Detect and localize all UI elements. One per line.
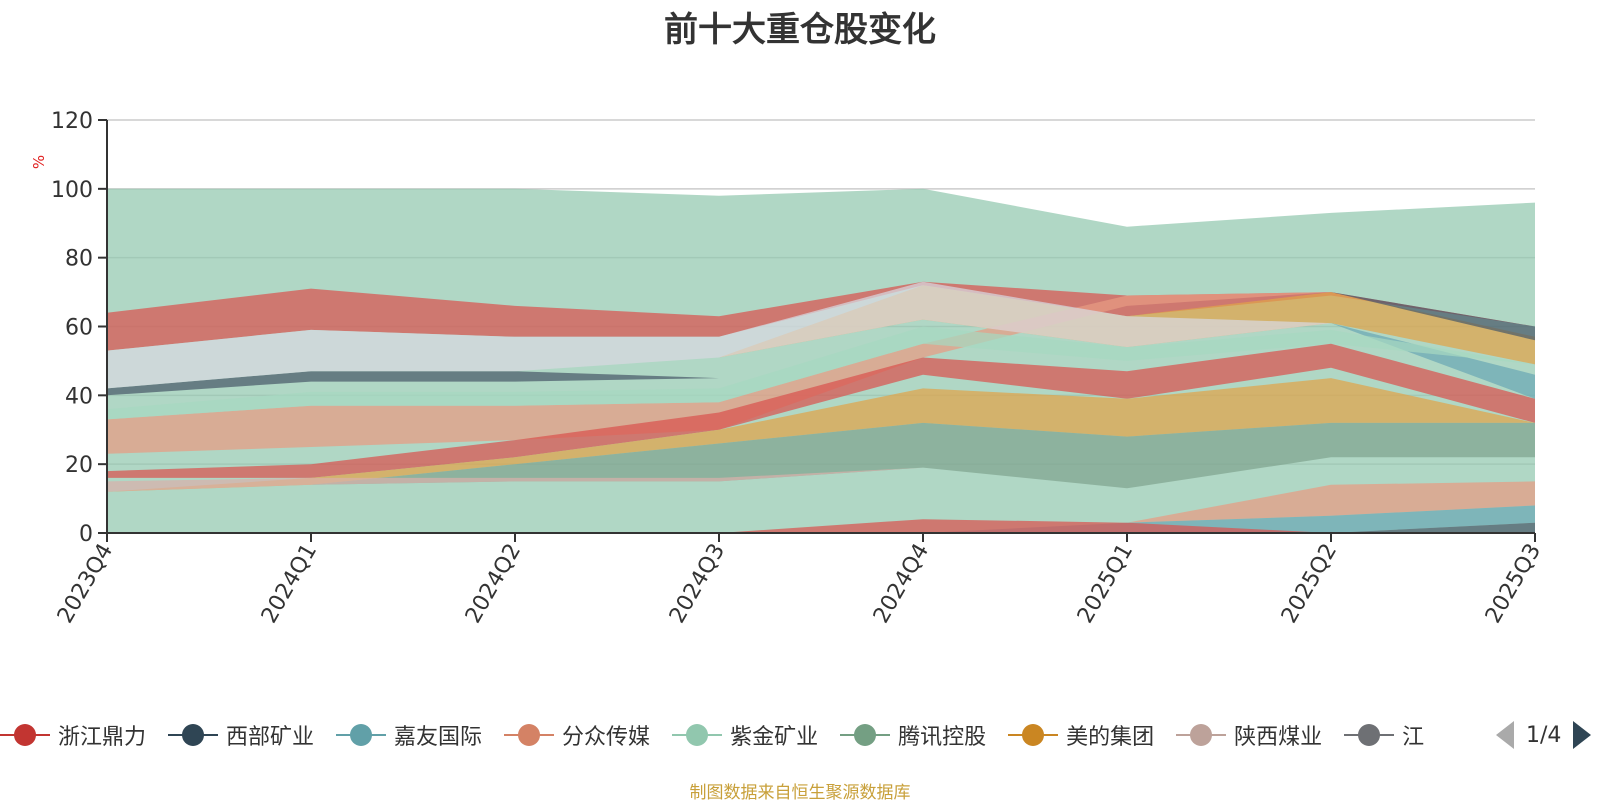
x-tick-label: 2024Q1 [257,540,322,628]
legend-pager: 1/4 [1496,720,1592,750]
area-band-分众传媒 [107,481,1535,533]
legend-item-陕西煤业[interactable]: 陕西煤业 [1176,712,1322,758]
legend-marker-icon [0,722,50,748]
area-band-陕西煤业 [107,457,1535,492]
y-tick-label: 40 [65,384,93,409]
legend-item-西部矿业[interactable]: 西部矿业 [168,712,314,758]
x-tick-label: 2025Q1 [1073,540,1138,628]
legend-item-腾讯控股[interactable]: 腾讯控股 [840,712,986,758]
x-tick-label: 2024Q3 [665,540,730,628]
legend-item-美的集团[interactable]: 美的集团 [1008,712,1154,758]
legend-marker-icon [1176,722,1227,748]
legend-item-分众传媒[interactable]: 分众传媒 [504,712,650,758]
legend-item-label: 分众传媒 [562,725,651,750]
legend-item-label: 江 [1402,725,1425,750]
y-tick-label: 20 [65,453,93,478]
area-band-西部矿业 [107,285,1535,396]
x-tick-label: 2023Q4 [53,540,118,628]
legend-marker-icon [672,722,723,748]
area-series [107,188,1535,534]
legend-item-label: 紫金矿业 [730,725,819,750]
x-tick-label: 2025Q3 [1481,540,1546,628]
legend-marker-icon [168,722,219,748]
legend-marker-icon [1008,722,1059,748]
legend-marker-icon [1344,722,1395,748]
legend-item-江[interactable]: 江 [1344,712,1424,758]
y-tick-label: 120 [51,109,93,134]
legend-item-浙江鼎力[interactable]: 浙江鼎力 [0,712,146,758]
area-band-美的集团 [107,378,1535,492]
legend-marker-icon [336,722,387,748]
area-band-紫金矿业 [107,326,1535,420]
chart-plot: 0 20 40 60 80 100 120 2023Q4 2024Q1 2024Q2 2024Q3 2… [30,109,1546,628]
legend-marker-icon [840,722,891,748]
legend-item-label: 西部矿业 [226,725,315,750]
area-band-腾讯控股 [107,422,1535,492]
area-band-浙江鼎力 [107,343,1535,478]
y-tick-label: 60 [65,316,93,341]
area-band-浙江鼎力 [107,519,1535,533]
x-tick-label: 2025Q2 [1277,540,1342,628]
area-band-陕西煤业 [107,281,1535,389]
legend-item-紫金矿业[interactable]: 紫金矿业 [672,712,818,758]
legend-page-indicator: 1/4 [1526,722,1562,748]
legend-item-label: 美的集团 [1066,725,1155,750]
legend-marker-icon [504,722,555,748]
y-tick-label: 100 [51,178,93,203]
legend-item-label: 陕西煤业 [1234,725,1323,750]
y-axis-unit-label: % [30,155,48,169]
y-tick-label: 0 [79,522,93,547]
area-band-西部矿业 [107,522,1535,533]
x-tick-label: 2024Q4 [869,540,934,628]
y-tick-label: 80 [65,247,93,272]
legend-item-label: 嘉友国际 [394,725,483,750]
legend-item-label: 浙江鼎力 [58,725,147,750]
source-note: 制图数据来自恒生聚源数据库 [689,783,911,803]
legend-prev-page-icon[interactable] [1496,721,1514,749]
legend-next-page-icon[interactable] [1573,721,1592,749]
legend-items: 浙江鼎力 西部矿业 嘉友国际 分众传媒 紫金矿业 [0,712,1484,758]
legend-item-label: 腾讯控股 [898,725,987,750]
legend: 浙江鼎力 西部矿业 嘉友国际 分众传媒 紫金矿业 [0,712,1600,758]
chart-title: 前十大重仓股变化 [664,10,936,50]
legend-item-嘉友国际[interactable]: 嘉友国际 [336,712,482,758]
x-tick-label: 2024Q2 [461,540,526,628]
